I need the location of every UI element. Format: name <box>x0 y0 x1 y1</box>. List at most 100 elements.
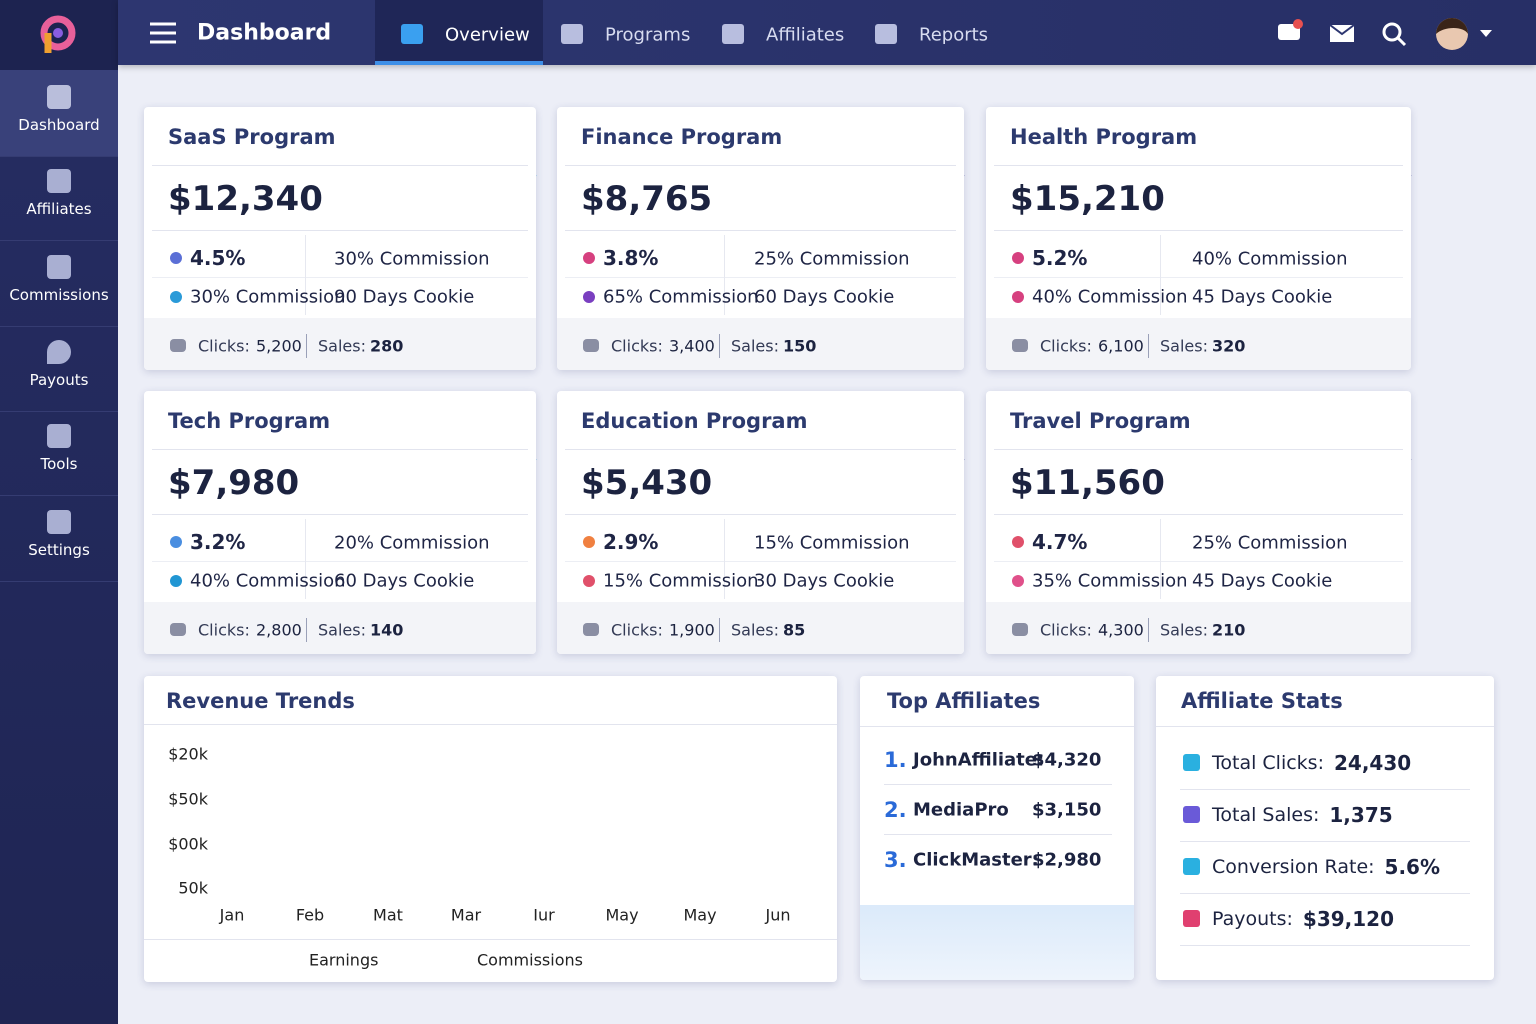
footer-divider <box>1148 334 1149 358</box>
rate: 3.8% <box>603 246 659 270</box>
clicks-value: 4,300 <box>1098 620 1144 640</box>
program-card[interactable]: Tech Program $7,980 3.2% 40% Commission 20% … <box>144 391 536 654</box>
nav-divider <box>0 581 118 582</box>
nav-item[interactable]: Commissions <box>9 286 109 304</box>
affiliate-name: JohnAffiliate: <box>913 749 1045 771</box>
stats-divider <box>994 514 1403 515</box>
stats-divider <box>994 561 1403 562</box>
program-card[interactable]: Education Program $5,430 2.9% 15% Commissio… <box>557 391 964 654</box>
sales-value: 140 <box>370 620 404 640</box>
sales-label: Sales: <box>318 336 366 356</box>
stat-value: 1,375 <box>1329 803 1393 827</box>
card-title: Health Program <box>1010 125 1198 149</box>
tab-icon <box>875 24 897 44</box>
card-title: Education Program <box>581 409 808 433</box>
rate: 2.9% <box>603 530 659 554</box>
nav-item[interactable]: Affiliates <box>26 200 92 218</box>
card-revenue: $7,980 <box>168 463 300 503</box>
nav-divider <box>0 240 118 241</box>
dot <box>170 536 182 548</box>
clicks-label: Clicks: <box>198 336 250 356</box>
app-title: Dashboard <box>197 20 332 46</box>
stats-vdivider <box>724 519 725 599</box>
sales-value: 280 <box>370 336 404 356</box>
card-footer <box>557 602 964 654</box>
nav-tab[interactable]: Programs <box>605 24 691 46</box>
nav-item[interactable]: Dashboard <box>18 116 100 134</box>
nav-tab[interactable]: Overview <box>445 24 530 46</box>
rank: 1. <box>884 748 907 772</box>
affiliate-amount: $4,320 <box>1032 749 1102 771</box>
logo <box>40 15 76 53</box>
card-divider <box>152 165 528 166</box>
clicks-icon <box>1012 339 1028 352</box>
nav-item[interactable]: Settings <box>28 541 90 559</box>
stats-vdivider <box>305 519 306 599</box>
dot <box>583 536 595 548</box>
top-bar: Dashboard Overview Programs Affiliates Repo… <box>118 0 1536 65</box>
nav-divider <box>0 495 118 496</box>
stats-divider <box>152 514 528 515</box>
sales-value: 320 <box>1212 336 1246 356</box>
stats-divider <box>994 277 1403 278</box>
rate-commission: 65% Commission <box>603 286 759 308</box>
clicks-label: Clicks: <box>198 620 250 640</box>
menu-icon[interactable] <box>150 22 176 44</box>
revenue-panel: Revenue Trends <box>144 676 837 982</box>
y-tick-label: $50k <box>168 789 208 809</box>
program-card[interactable]: Health Program $15,210 5.2% 40% Commission 4… <box>986 107 1411 370</box>
nav-icon <box>47 424 71 448</box>
nav-item[interactable]: Tools <box>40 455 78 473</box>
panel-title: Revenue Trends <box>166 689 355 713</box>
panel-divider <box>860 726 1134 727</box>
dot <box>583 575 595 587</box>
sales-label: Sales: <box>1160 620 1208 640</box>
active-tab-underline <box>375 61 543 65</box>
stats-divider <box>152 230 528 231</box>
sales-label: Sales: <box>1160 336 1208 356</box>
stat-value: 5.6% <box>1384 855 1440 879</box>
footer-divider <box>719 334 720 358</box>
card-revenue: $5,430 <box>581 463 713 503</box>
nav-icon <box>47 169 71 193</box>
rate: 4.7% <box>1032 530 1088 554</box>
legend-label[interactable]: Earnings <box>309 950 379 970</box>
card-revenue: $11,560 <box>1010 463 1165 503</box>
x-tick-label: Mar <box>450 905 482 925</box>
clicks-label: Clicks: <box>611 336 663 356</box>
legend-label[interactable]: Commissions <box>477 950 583 970</box>
dot <box>583 252 595 264</box>
stat-value: $39,120 <box>1302 907 1395 931</box>
card-divider <box>152 449 528 450</box>
nav-tab[interactable]: Affiliates <box>766 24 845 46</box>
sales-label: Sales: <box>318 620 366 640</box>
stat-label: Payouts: <box>1212 908 1293 930</box>
commission: 15% Commission <box>754 532 910 554</box>
row-divider <box>1180 789 1470 790</box>
stat-icon <box>1183 754 1200 771</box>
stats-divider <box>565 514 956 515</box>
clicks-value: 6,100 <box>1098 336 1144 356</box>
stats-vdivider <box>1160 235 1161 315</box>
clicks-value: 3,400 <box>669 336 715 356</box>
nav-tab[interactable]: Reports <box>919 24 989 46</box>
footer-divider <box>1148 618 1149 642</box>
dot <box>1012 252 1024 264</box>
stats-divider <box>994 230 1403 231</box>
program-card[interactable]: SaaS Program $12,340 4.5% 30% Commission 30%… <box>144 107 536 370</box>
card-revenue: $8,765 <box>581 179 713 219</box>
clicks-value: 5,200 <box>256 336 302 356</box>
rate: 4.5% <box>190 246 246 270</box>
stats-vdivider <box>1160 519 1161 599</box>
nav-item[interactable]: Payouts <box>29 371 89 389</box>
tab-icon <box>401 24 423 44</box>
stat-label: Conversion Rate: <box>1212 856 1375 878</box>
row-divider <box>884 834 1112 835</box>
stat-icon <box>1183 858 1200 875</box>
stats-divider <box>565 230 956 231</box>
rate-commission: 15% Commission <box>603 570 759 592</box>
cookie: 60 Days Cookie <box>334 570 475 592</box>
program-card[interactable]: Finance Program $8,765 3.8% 65% Commission 2… <box>557 107 964 370</box>
stats-divider <box>565 561 956 562</box>
program-card[interactable]: Travel Program $11,560 4.7% 35% Commission 2… <box>986 391 1411 654</box>
